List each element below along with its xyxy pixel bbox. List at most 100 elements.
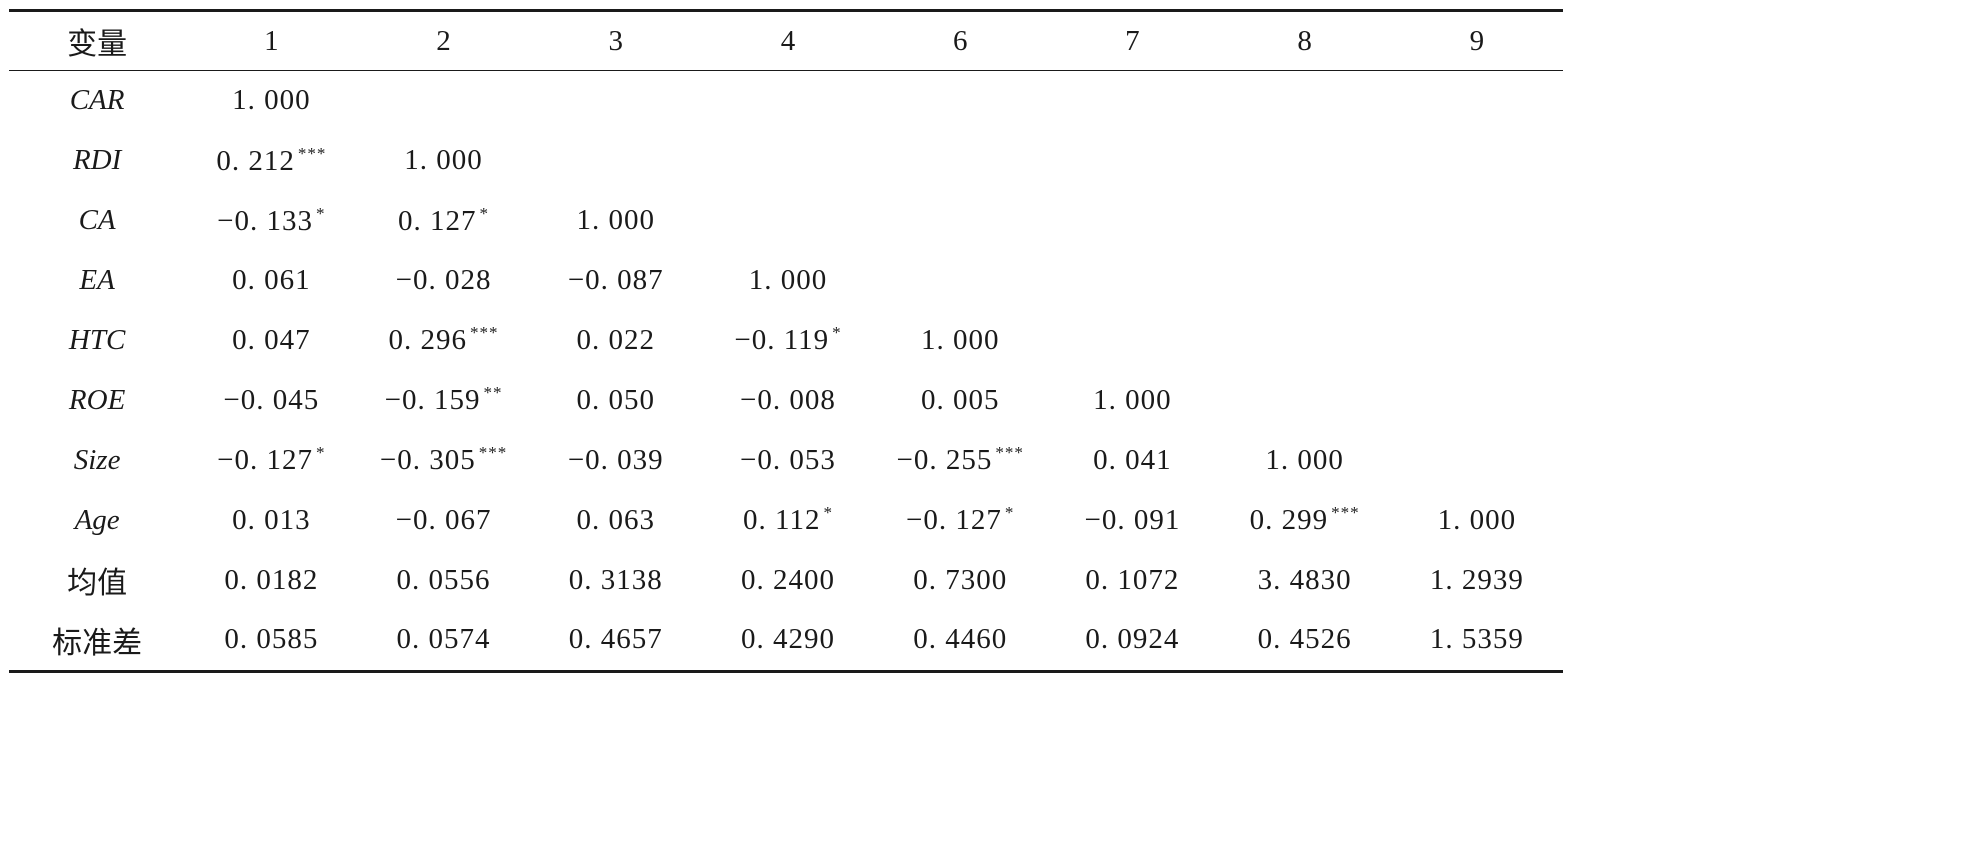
row-label: CAR <box>69 84 125 117</box>
cell-value: 1. 000 <box>920 324 1000 356</box>
significance-marker: *** <box>478 443 508 463</box>
table-cell: −0. 087 <box>530 251 702 311</box>
table-cell <box>1219 71 1391 131</box>
row-label: CA <box>78 204 116 237</box>
table-cell <box>702 191 874 251</box>
cell-value: 0. 2400 <box>740 563 835 596</box>
significance-marker: *** <box>995 443 1024 463</box>
cell-value: −0. 127 <box>217 444 313 477</box>
table-cell <box>1219 370 1391 430</box>
table-cell: −0. 008 <box>702 370 874 430</box>
table-cell: 1. 000 <box>357 131 529 191</box>
header-cell-4: 4 <box>701 10 875 71</box>
table-cell: 0. 112 * <box>702 490 874 550</box>
table-cell <box>1391 430 1563 490</box>
table-cell: 0. 0556 <box>357 550 529 610</box>
cell-value: 0. 022 <box>576 324 656 356</box>
header-cell-2: 2 <box>357 10 530 71</box>
table-cell: 0. 1072 <box>1046 550 1218 610</box>
table-cell: 0. 2400 <box>702 550 874 610</box>
table-cell: 0. 047 <box>185 311 357 371</box>
row-label: HTC <box>68 324 126 356</box>
table-row: CAR 1. 000 <box>9 71 1563 131</box>
cell-value: −0. 067 <box>395 503 492 536</box>
table-cell: 0. 296 *** <box>357 311 529 371</box>
cell-value: 0. 0574 <box>396 623 491 656</box>
cell-value: −0. 053 <box>740 443 836 476</box>
cell-value: −0. 255 <box>896 444 993 477</box>
row-label: EA <box>79 264 115 297</box>
significance-marker: *** <box>297 143 327 163</box>
cell-value: 0. 4290 <box>740 623 835 656</box>
row-label: RDI <box>72 144 122 177</box>
table-cell <box>702 131 874 191</box>
table-cell: −0. 127 * <box>874 490 1046 550</box>
table-cell: 1. 5359 <box>1391 610 1563 671</box>
table-row: Size −0. 127 * −0. 305 *** −0. 039 −0. 053 −0. … <box>9 430 1563 490</box>
cell-value: −0. 087 <box>567 264 664 297</box>
cell-value: 0. 061 <box>232 264 311 297</box>
cell-value: 0. 005 <box>920 383 1000 416</box>
table-cell: 1. 000 <box>874 311 1046 371</box>
cell-value: 1. 000 <box>404 144 483 177</box>
significance-marker: * <box>832 323 842 343</box>
table-cell: −0. 305 *** <box>357 430 529 490</box>
table-cell: 1. 000 <box>702 251 874 311</box>
row-label: 标准差 <box>52 625 143 661</box>
table-cell: 0. 299 *** <box>1219 490 1391 550</box>
cell-value: 0. 4657 <box>568 623 663 656</box>
cell-value: −0. 091 <box>1084 503 1181 536</box>
table-cell: 0. 4526 <box>1219 610 1391 671</box>
header-cell-9: 9 <box>1390 10 1563 71</box>
cell-value: 1. 000 <box>748 264 828 297</box>
table-cell: −0. 053 <box>702 430 874 490</box>
table-cell: 0. 0585 <box>185 610 357 671</box>
cell-value: 0. 7300 <box>913 563 1008 596</box>
cell-value: −0. 305 <box>379 444 476 477</box>
table-cell: 0. 212 *** <box>185 131 357 191</box>
cell-value: 0. 299 <box>1249 504 1329 537</box>
cell-value: 1. 000 <box>1265 443 1344 476</box>
cell-value: 0. 047 <box>232 324 311 356</box>
table-row: HTC 0. 047 0. 296 *** 0. 022 −0. 119 * 1. 000 <box>9 311 1563 371</box>
table-cell <box>1391 370 1563 430</box>
cell-value: 0. 4526 <box>1257 623 1352 656</box>
table-cell: 0. 3138 <box>530 550 702 610</box>
cell-value: 1. 5359 <box>1429 623 1524 656</box>
correlation-table: 变量 1 2 3 4 6 7 8 9 CAR 1. 000 RDI 0. 212 *** 1. 000 CA… <box>9 9 1563 673</box>
cell-value: −0. 028 <box>395 264 492 297</box>
table-cell: 0. 061 <box>185 251 357 311</box>
cell-value: −0. 045 <box>223 383 320 416</box>
table-row: EA 0. 061 −0. 028 −0. 087 1. 000 <box>9 251 1563 311</box>
table-cell <box>530 131 702 191</box>
cell-value: 0. 0556 <box>396 563 491 596</box>
table-cell: −0. 039 <box>530 430 702 490</box>
table-cell: −0. 028 <box>357 251 529 311</box>
table-cell <box>1391 311 1563 371</box>
table-cell <box>1046 191 1218 251</box>
cell-value: −0. 119 <box>734 324 830 357</box>
cell-value: 0. 296 <box>388 324 468 357</box>
table-cell <box>874 251 1046 311</box>
table-cell: −0. 133 * <box>185 191 357 251</box>
header-row: 变量 1 2 3 4 6 7 8 9 <box>9 10 1563 71</box>
table-cell: 1. 000 <box>185 71 357 131</box>
cell-value: 0. 1072 <box>1085 563 1180 596</box>
table-cell: −0. 127 * <box>185 430 357 490</box>
table-cell <box>702 71 874 131</box>
table-cell <box>1391 131 1563 191</box>
table-header: 变量 1 2 3 4 6 7 8 9 <box>9 10 1563 71</box>
table-cell <box>1391 191 1563 251</box>
table-cell: 1. 000 <box>530 191 702 251</box>
header-cell-8: 8 <box>1218 10 1391 71</box>
header-cell-3: 3 <box>529 10 702 71</box>
cell-value: 0. 0182 <box>224 563 319 596</box>
cell-value: −0. 159 <box>384 384 481 417</box>
table-cell: 0. 4290 <box>702 610 874 671</box>
table-cell <box>874 191 1046 251</box>
table-cell <box>1046 251 1218 311</box>
cell-value: −0. 008 <box>740 383 836 416</box>
table-cell: 1. 000 <box>1046 370 1218 430</box>
cell-value: 0. 013 <box>232 503 311 536</box>
header-cell-7: 7 <box>1046 10 1219 71</box>
